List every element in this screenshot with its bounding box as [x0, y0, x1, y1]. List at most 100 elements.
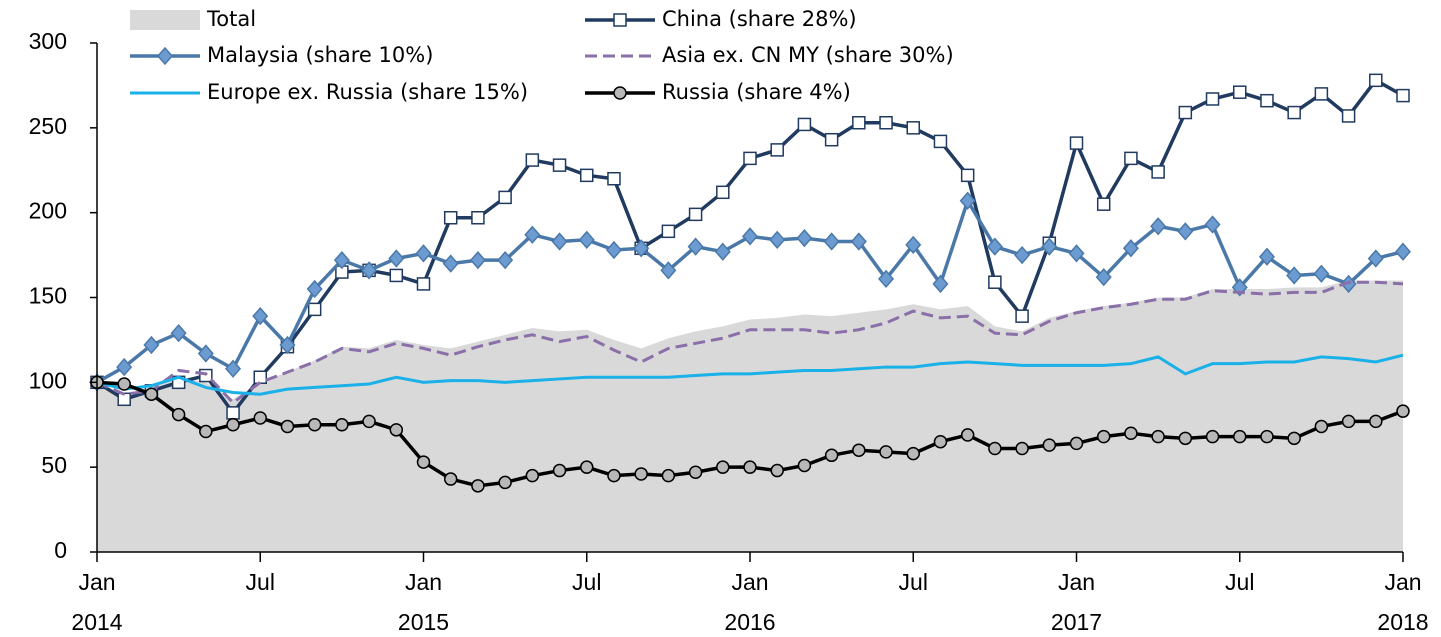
- marker: [415, 244, 432, 263]
- y-tick-label: 0: [54, 537, 67, 563]
- marker: [253, 411, 267, 425]
- marker: [933, 434, 948, 449]
- marker: [280, 419, 295, 434]
- marker: [361, 261, 378, 280]
- marker: [580, 460, 594, 474]
- marker: [443, 472, 458, 486]
- axes: 0 50 100 150 200 250 300 Jan 2014 Jul Jan 2015 Jul Ja…: [29, 28, 1429, 635]
- legend-label: Europe ex. Russia (share 15%): [207, 80, 528, 104]
- marker: [1014, 245, 1031, 265]
- x-year-label: 2016: [724, 609, 775, 635]
- marker: [770, 463, 784, 478]
- marker: [988, 441, 1002, 456]
- marker: [1340, 274, 1357, 294]
- marker: [157, 46, 173, 66]
- marker: [1367, 249, 1384, 268]
- marker: [226, 406, 240, 420]
- marker: [933, 134, 948, 149]
- marker: [252, 307, 269, 326]
- marker: [850, 232, 867, 251]
- marker: [333, 251, 350, 270]
- marker: [1151, 165, 1165, 179]
- marker: [1096, 429, 1111, 444]
- marker: [442, 254, 459, 273]
- marker: [852, 443, 866, 457]
- marker: [613, 86, 627, 100]
- marker: [1177, 222, 1194, 241]
- marker: [661, 468, 676, 483]
- marker: [607, 468, 621, 483]
- x-tick-label: Jan: [78, 569, 115, 595]
- marker: [906, 121, 920, 135]
- marker: [1395, 242, 1411, 261]
- marker: [307, 418, 322, 432]
- marker: [742, 227, 758, 246]
- marker: [988, 275, 1002, 289]
- marker: [144, 387, 159, 401]
- marker: [796, 228, 813, 248]
- marker: [199, 424, 213, 439]
- marker: [1069, 436, 1084, 451]
- marker: [306, 279, 323, 299]
- marker: [879, 115, 893, 130]
- marker: [660, 261, 677, 280]
- marker: [578, 230, 595, 249]
- marker: [1286, 266, 1303, 285]
- marker: [1069, 136, 1084, 150]
- marker: [471, 479, 485, 493]
- marker: [1233, 429, 1247, 444]
- x-tick-label: Jan: [405, 569, 442, 595]
- marker: [253, 370, 267, 384]
- marker: [661, 224, 676, 239]
- marker: [879, 445, 893, 459]
- marker: [362, 414, 376, 429]
- y-tick-label: 100: [29, 367, 67, 393]
- legend-label: Malaysia (share 10%): [207, 43, 433, 67]
- marker: [986, 237, 1003, 256]
- marker: [1396, 88, 1410, 103]
- marker: [580, 168, 594, 183]
- marker: [226, 418, 240, 432]
- x-tick-label: Jan: [1058, 569, 1095, 595]
- x-tick-label: Jul: [572, 569, 601, 595]
- marker: [743, 460, 757, 474]
- marker: [607, 171, 621, 186]
- series-line: [96, 280, 1404, 405]
- x-year-label: 2015: [398, 609, 449, 635]
- marker: [823, 232, 840, 251]
- x-year-label: 2018: [1377, 609, 1428, 635]
- marker: [613, 13, 627, 27]
- marker: [1258, 247, 1275, 266]
- marker: [1204, 215, 1221, 234]
- marker: [824, 132, 839, 147]
- marker: [605, 240, 622, 260]
- marker: [905, 235, 922, 255]
- x-year-label: 2017: [1051, 609, 1102, 635]
- marker: [389, 268, 404, 283]
- marker: [443, 211, 458, 225]
- marker: [852, 115, 866, 130]
- marker: [525, 153, 540, 167]
- marker: [388, 249, 405, 268]
- marker: [633, 239, 650, 258]
- y-tick-label: 250: [29, 113, 67, 139]
- marker: [335, 418, 349, 432]
- marker: [743, 151, 757, 166]
- x-tick-label: Jul: [1225, 569, 1254, 595]
- marker: [769, 230, 786, 249]
- marker: [1015, 309, 1029, 323]
- legend-swatch: [130, 10, 200, 30]
- marker: [497, 251, 514, 270]
- marker: [1122, 239, 1139, 258]
- marker: [1260, 429, 1274, 444]
- marker: [1042, 438, 1057, 452]
- marker: [117, 377, 131, 391]
- marker: [959, 191, 976, 210]
- marker: [878, 269, 895, 288]
- legend-label: Russia (share 4%): [662, 80, 851, 104]
- marker: [1124, 426, 1138, 440]
- y-tick-label: 50: [41, 452, 67, 478]
- marker: [1124, 151, 1138, 166]
- marker: [525, 468, 540, 483]
- marker: [1260, 93, 1274, 108]
